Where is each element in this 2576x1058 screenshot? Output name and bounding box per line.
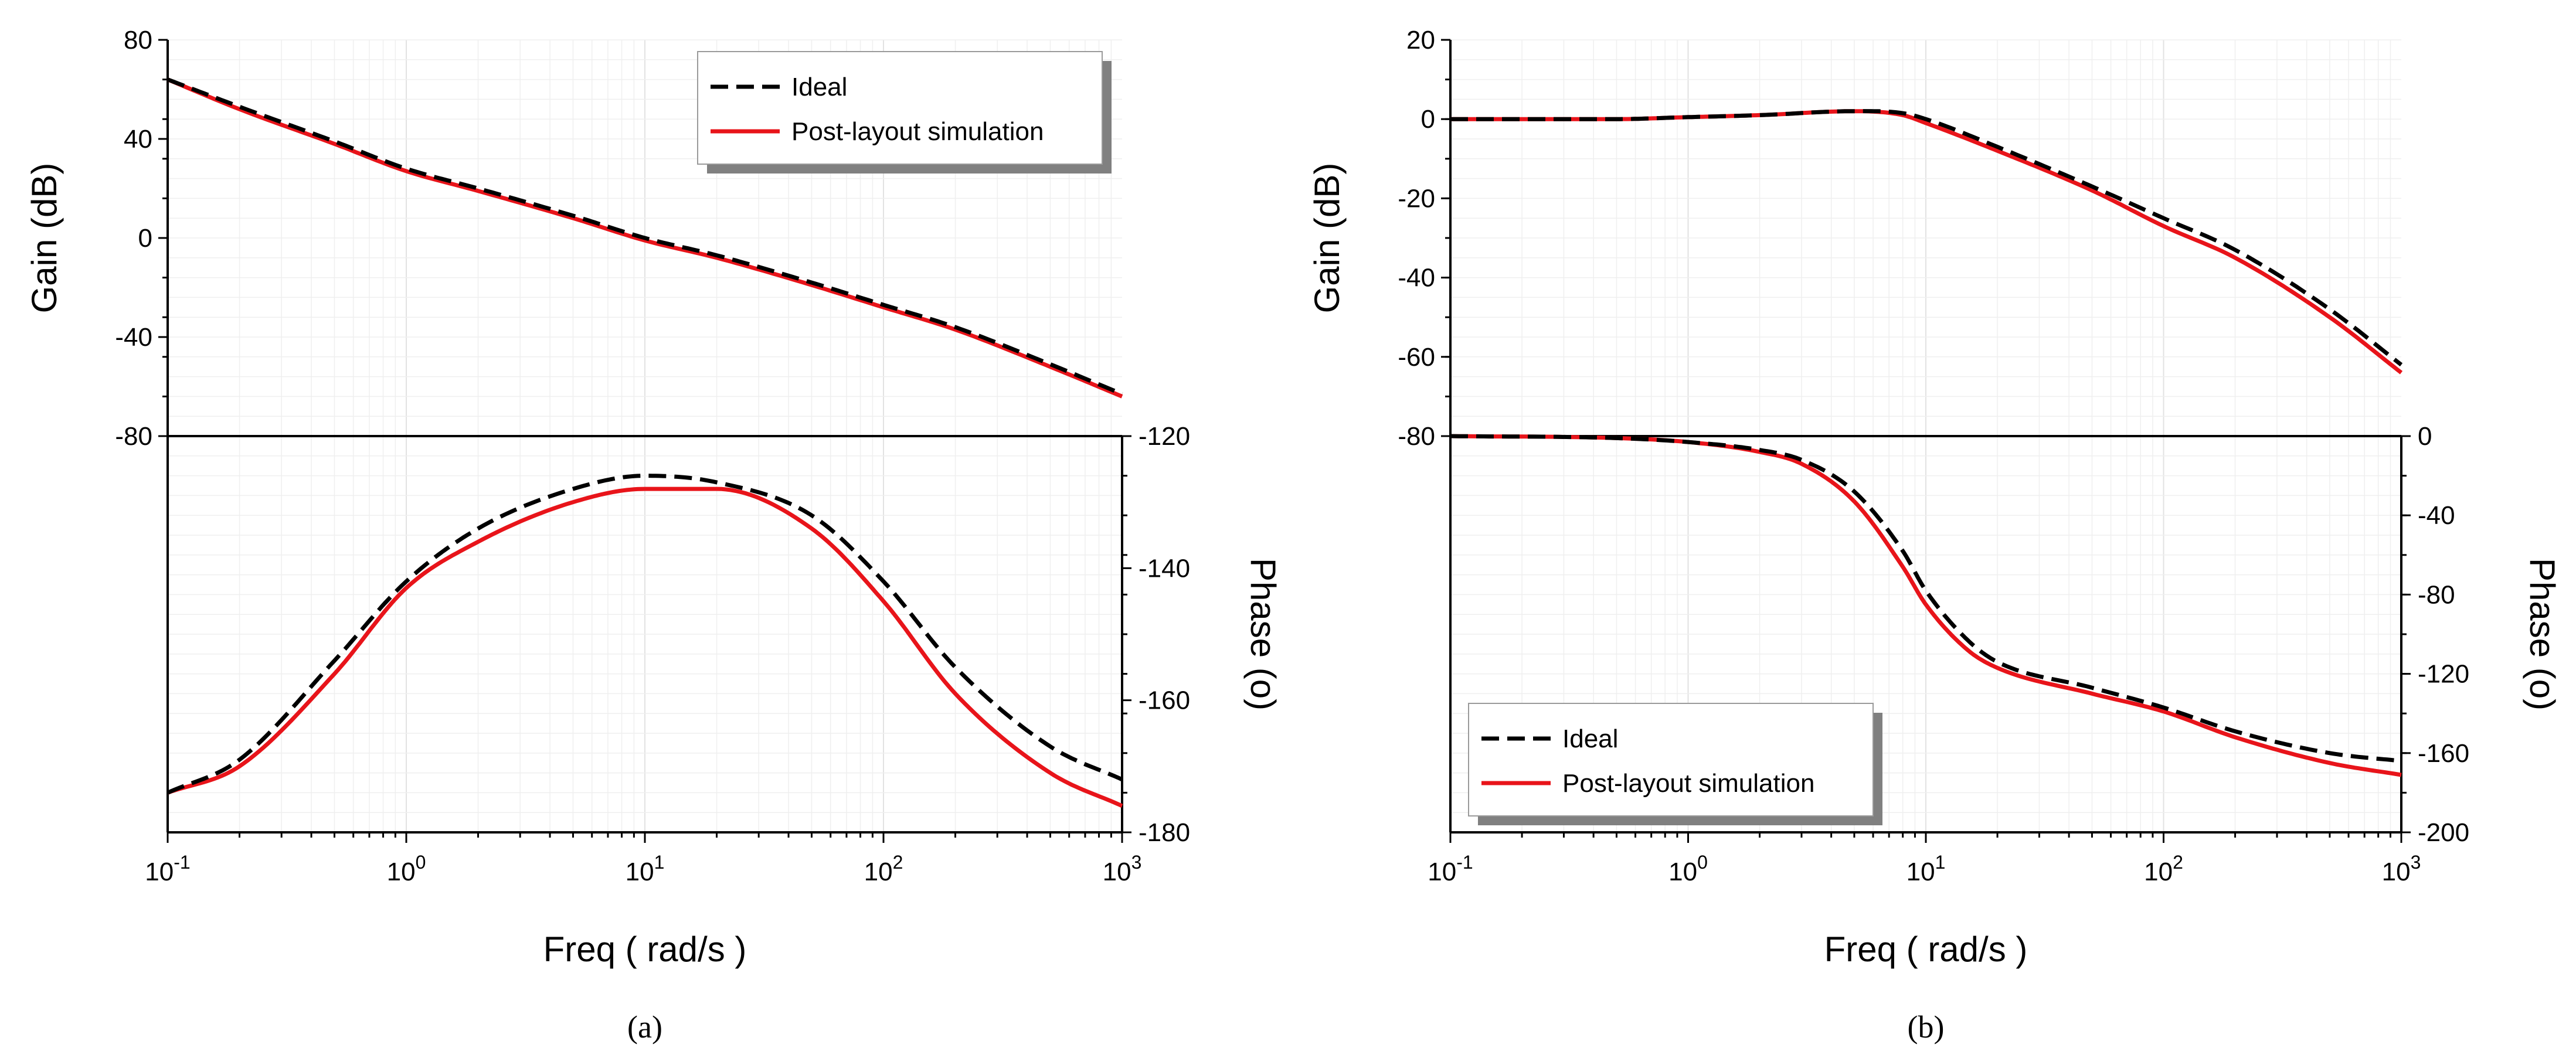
legend-label: Post-layout simulation <box>1562 769 1814 798</box>
panel-caption: (a) <box>627 1009 662 1045</box>
gain-tick-label: 0 <box>138 224 152 253</box>
gain-tick-label: -80 <box>115 422 152 451</box>
gain-tick-label: 0 <box>1421 105 1435 134</box>
phase-series-ideal <box>166 474 1123 795</box>
gain-tick-label: 20 <box>1406 26 1435 55</box>
gain-tick-label: 80 <box>124 26 152 55</box>
panel-a: -80 -40 0 40 80 -120 -140 -160 -180 10-1 100 101 102… <box>25 26 1283 1045</box>
phase-axis-title: Phase (o) <box>1243 558 1283 710</box>
x-tick-label: 101 <box>626 852 665 886</box>
legend-box <box>697 51 1103 165</box>
gain-series-post-layout <box>166 77 1123 399</box>
gain-tick-label: -40 <box>115 323 152 352</box>
x-tick-label: 100 <box>1668 852 1708 886</box>
x-tick-label: 100 <box>387 852 426 886</box>
legend-label: Post-layout simulation <box>791 117 1044 146</box>
phase-tick-label: -160 <box>2418 739 2469 768</box>
legend-box <box>1468 703 1874 817</box>
gain-axis-title: Gain (dB) <box>25 163 64 314</box>
x-tick-label: 101 <box>1906 852 1946 886</box>
x-tick-label: 103 <box>2382 852 2421 886</box>
phase-series-ideal <box>1450 434 2402 763</box>
gain-series-ideal <box>166 77 1123 396</box>
gain-axis-title: Gain (dB) <box>1307 163 1347 314</box>
x-tick-label: 10-1 <box>1428 852 1473 886</box>
phase-tick-label: -120 <box>1139 422 1190 451</box>
phase-tick-label: -160 <box>1139 686 1190 715</box>
phase-tick-label: -200 <box>2418 818 2469 847</box>
x-tick-label: 102 <box>2144 852 2183 886</box>
legend-label: Ideal <box>791 73 847 101</box>
gain-tick-label: -80 <box>1398 422 1435 451</box>
phase-tick-label: -180 <box>1139 818 1190 847</box>
gain-tick-label: -40 <box>1398 264 1435 292</box>
gain-series-ideal <box>1450 109 2403 367</box>
gain-tick-label: 40 <box>124 125 152 154</box>
x-tick-label: 102 <box>864 852 903 886</box>
panel-caption: (b) <box>1908 1009 1945 1045</box>
legend: Ideal Post-layout simulation <box>697 51 1112 174</box>
phase-tick-label: -80 <box>2418 580 2455 609</box>
phase-tick-label: -140 <box>1139 554 1190 583</box>
phase-tick-label: 0 <box>2418 422 2432 451</box>
gain-tick-label: -60 <box>1398 343 1435 372</box>
x-tick-label: 10-1 <box>145 852 190 886</box>
x-axis-title: Freq ( rad/s ) <box>543 930 747 969</box>
gain-tick-label: -20 <box>1398 184 1435 213</box>
legend: Ideal Post-layout simulation <box>1468 703 1882 825</box>
phase-tick-label: -120 <box>2418 660 2469 689</box>
phase-series-post-layout <box>166 487 1123 808</box>
x-tick-label: 103 <box>1103 852 1142 886</box>
phase-tick-label: -40 <box>2418 501 2455 530</box>
phase-axis-title: Phase (o) <box>2523 558 2562 710</box>
legend-label: Ideal <box>1562 724 1618 753</box>
x-axis-title: Freq ( rad/s ) <box>1824 930 2028 969</box>
